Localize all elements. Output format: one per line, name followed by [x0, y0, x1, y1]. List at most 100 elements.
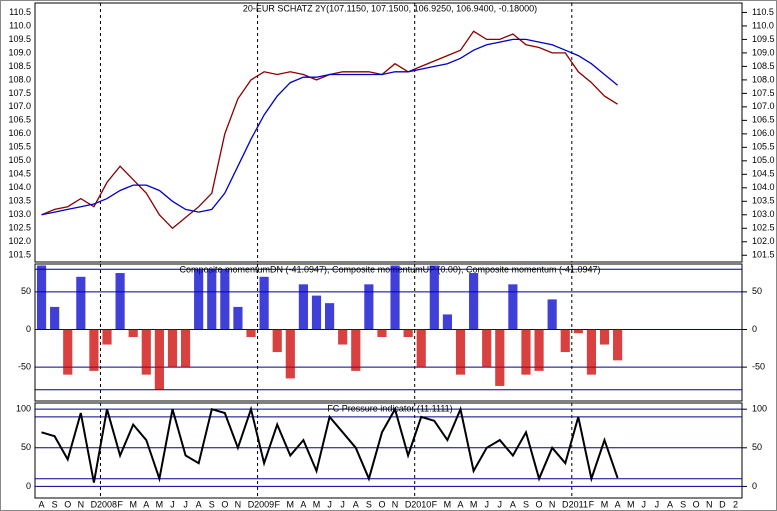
bar — [547, 299, 557, 330]
bar — [115, 273, 125, 330]
y-tick-label-right: 106.0 — [752, 128, 775, 138]
y-tick-label-right: 106.5 — [752, 115, 775, 125]
x-tick-label: A — [458, 499, 464, 509]
y-tick-label-right: 104.0 — [752, 182, 775, 192]
x-tick-label: 2010 — [411, 499, 431, 509]
bar — [298, 284, 308, 330]
y-tick-label: 105.5 — [8, 142, 31, 152]
y-tick-label-right: 102.5 — [752, 223, 775, 233]
x-tick-label: S — [523, 499, 529, 509]
y-tick-label-right: 109.5 — [752, 34, 775, 44]
bar — [36, 265, 47, 330]
bar — [233, 306, 243, 330]
y-tick-label-right: 50 — [752, 442, 762, 452]
x-tick-label: J — [170, 499, 175, 509]
x-tick-label: O — [378, 499, 385, 509]
y-tick-label-right: -50 — [752, 362, 765, 372]
y-tick-label-right: 110.5 — [752, 7, 774, 17]
x-tick-label: A — [39, 499, 45, 509]
bar — [573, 329, 583, 334]
y-tick-label-right: 107.0 — [752, 101, 775, 111]
x-tick-label: J — [327, 499, 332, 509]
bar — [89, 329, 99, 371]
bar — [377, 329, 387, 338]
y-tick-label: 110.5 — [9, 7, 31, 17]
x-tick-label: M — [129, 499, 137, 509]
bar — [167, 329, 178, 368]
bar — [351, 329, 361, 371]
y-tick-label: 101.5 — [8, 250, 31, 260]
x-tick-label: A — [300, 499, 306, 509]
y-tick-label: 102.0 — [8, 236, 31, 246]
y-tick-label-right: 101.5 — [752, 250, 775, 260]
bar — [586, 329, 597, 375]
x-tick-label: J — [655, 499, 660, 509]
panel-title: FC Pressure indicator (11.1111) — [327, 403, 452, 413]
y-tick-label-right: 102.0 — [752, 236, 775, 246]
bar — [338, 329, 348, 345]
panel-title: Composite momentumDN (-41.0947), Composi… — [180, 264, 601, 274]
panel — [34, 2, 743, 263]
x-tick-label: O — [221, 499, 228, 509]
y-tick-label: 109.5 — [8, 34, 31, 44]
bar — [76, 276, 86, 330]
bar — [141, 329, 151, 375]
x-tick-label: M — [156, 499, 164, 509]
x-tick-label: A — [143, 499, 149, 509]
bar — [416, 329, 426, 368]
x-tick-label: D — [405, 499, 412, 509]
y-tick-label: 108.5 — [8, 61, 31, 71]
bar — [469, 273, 479, 330]
bar — [128, 329, 138, 338]
x-tick-label: 2 — [733, 499, 738, 509]
x-tick-label: A — [353, 499, 359, 509]
bar — [534, 329, 544, 371]
x-tick-label: S — [209, 499, 215, 509]
y-tick-label-right: 100 — [752, 404, 767, 414]
x-tick-label: F — [432, 499, 438, 509]
x-tick-label: M — [601, 499, 609, 509]
bar — [325, 303, 335, 330]
x-tick-label: M — [470, 499, 478, 509]
y-tick-label: 105.0 — [8, 155, 31, 165]
bar — [180, 329, 191, 368]
y-tick-label-right: 0 — [752, 481, 757, 491]
y-tick-label: 102.5 — [8, 223, 31, 233]
bar — [495, 329, 505, 386]
x-tick-label: N — [392, 499, 399, 509]
x-tick-label: O — [536, 499, 543, 509]
bar — [207, 269, 217, 330]
bar — [521, 329, 531, 375]
x-tick-label: A — [615, 499, 621, 509]
y-tick-label: 109.0 — [8, 47, 31, 57]
y-tick-label-right: 50 — [752, 286, 762, 296]
bar — [482, 329, 492, 368]
bar — [560, 329, 570, 353]
y-tick-label-right: 110.0 — [752, 20, 774, 30]
bar — [364, 284, 374, 330]
y-tick-label-right: 103.0 — [752, 209, 775, 219]
y-tick-label: 103.0 — [8, 209, 31, 219]
y-tick-label-right: 0 — [752, 324, 757, 334]
bar — [154, 329, 164, 390]
x-tick-label: N — [706, 499, 713, 509]
panel — [34, 263, 743, 402]
y-tick-label: 0 — [26, 324, 31, 334]
x-tick-label: J — [183, 499, 188, 509]
y-tick-label: 107.5 — [8, 88, 31, 98]
y-tick-label: 110.0 — [9, 20, 31, 30]
y-tick-label: 50 — [21, 442, 31, 452]
bar — [442, 314, 452, 330]
x-tick-label: M — [627, 499, 635, 509]
bar — [508, 284, 518, 330]
bar — [194, 269, 204, 330]
y-tick-label-right: 104.5 — [752, 169, 775, 179]
bar — [429, 265, 439, 330]
x-tick-label: A — [196, 499, 202, 509]
y-tick-label-right: 105.0 — [752, 155, 775, 165]
x-tick-label: J — [642, 499, 647, 509]
y-tick-label-right: 108.0 — [752, 74, 775, 84]
bar — [63, 329, 73, 375]
x-tick-label: N — [549, 499, 556, 509]
